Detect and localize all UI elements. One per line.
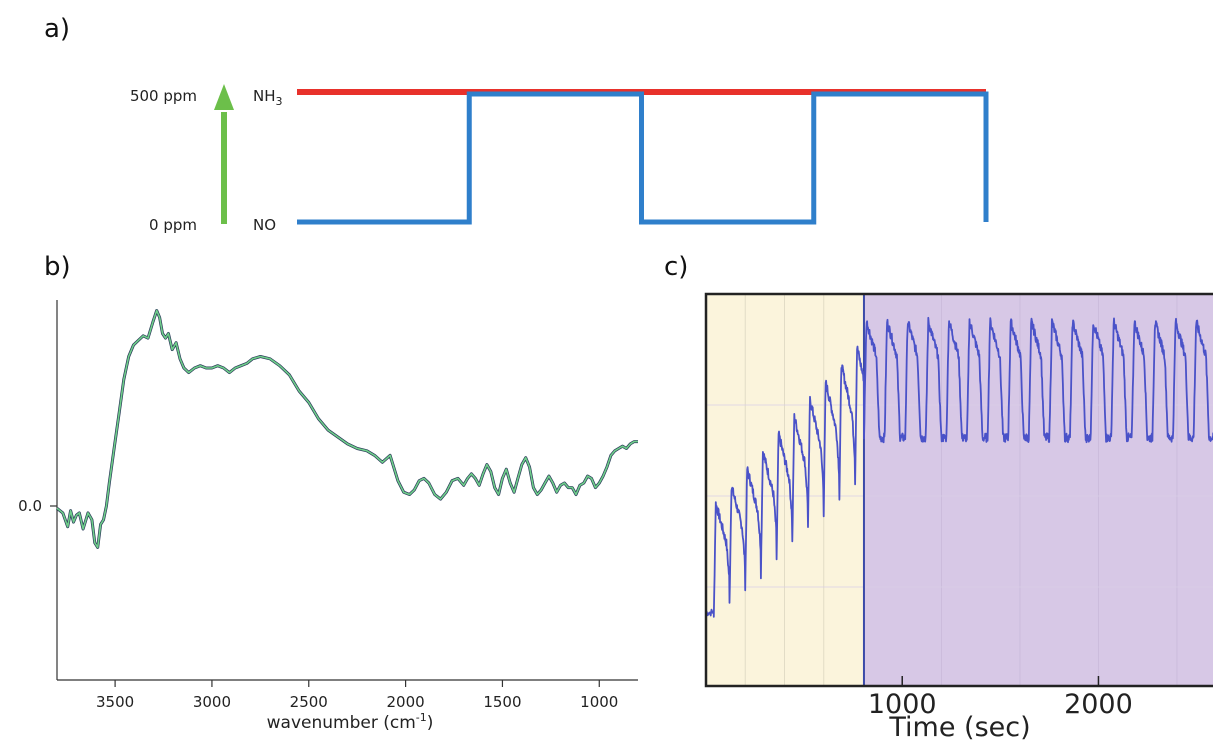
panel-c-label: c) <box>664 252 689 282</box>
b-xticks: 3500 3000 2500 2000 1500 1000 <box>96 680 618 711</box>
panel-c-time-series: 1000 2000 Time (sec) <box>704 292 1213 743</box>
spectrum-shadow-line <box>56 309 638 549</box>
b-xlabel: wavenumber (cm-1) <box>267 711 434 733</box>
nh3-label: NH3 <box>253 87 283 108</box>
c-xtick-label: 2000 <box>1064 689 1133 720</box>
b-xtick-label: 3500 <box>96 693 134 711</box>
panel-b-label: b) <box>44 252 71 282</box>
c-xtick-label: 1000 <box>868 689 937 720</box>
b-xtick-label: 1500 <box>483 693 521 711</box>
b-ytick-label: 0.0 <box>18 497 42 515</box>
b-xtick-label: 3000 <box>193 693 231 711</box>
panel-b-spectrum: 0.0 3500 3000 2500 2000 1500 1000 wavenumber … <box>18 300 638 733</box>
spectrum-line <box>56 309 638 549</box>
ytick-500ppm: 500 ppm <box>130 87 197 105</box>
c-xlabel: Time (sec) <box>888 712 1030 743</box>
no-label: NO <box>253 216 276 234</box>
c-xticks: 1000 2000 <box>868 676 1133 720</box>
b-xtick-label: 2000 <box>387 693 425 711</box>
b-xtick-label: 2500 <box>290 693 328 711</box>
panel-a-label: a) <box>44 14 71 44</box>
ytick-0ppm: 0 ppm <box>149 216 197 234</box>
c-plot-frame <box>704 292 1213 688</box>
up-arrow-icon <box>214 84 234 110</box>
no-series-line <box>297 91 989 225</box>
b-xtick-label: 1000 <box>580 693 618 711</box>
panel-a-gas-schedule: 500 ppm 0 ppm NH3 NO <box>130 84 989 234</box>
c-signal-line <box>705 316 1213 618</box>
